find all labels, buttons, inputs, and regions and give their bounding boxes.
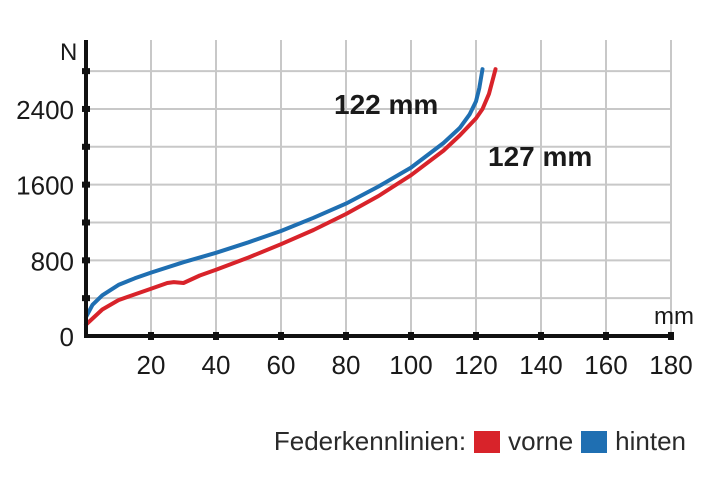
x-tick-mark <box>408 332 414 340</box>
x-tick-label: 100 <box>389 350 432 380</box>
x-tick-mark <box>213 332 219 340</box>
series-line-hinten <box>84 67 485 320</box>
annotation-127mm: 127 mm <box>488 141 592 172</box>
tick-labels: 20 40 60 80 100 120 140 160 180 0 800 1600 2400 <box>16 95 693 380</box>
x-tick-label: 140 <box>519 350 562 380</box>
y-tick-label: 800 <box>31 246 74 276</box>
y-tick-mark <box>82 295 90 302</box>
ticks <box>82 68 674 340</box>
x-tick-label: 60 <box>267 350 296 380</box>
y-axis-unit: N <box>60 39 77 66</box>
x-tick-mark <box>668 332 674 340</box>
x-tick-mark <box>343 332 349 340</box>
y-tick-label: 0 <box>60 322 74 352</box>
y-tick-mark <box>82 219 90 226</box>
axes <box>84 40 672 338</box>
legend-label-vorne: vorne <box>508 426 574 456</box>
legend-swatch-vorne <box>474 430 501 453</box>
x-tick-mark <box>148 332 154 340</box>
x-tick-mark <box>603 332 609 340</box>
x-tick-label: 20 <box>137 350 166 380</box>
annotation-122mm: 122 mm <box>334 89 438 120</box>
x-tick-label: 40 <box>202 350 231 380</box>
y-tick-label: 1600 <box>16 171 74 201</box>
y-tick-mark <box>82 181 90 188</box>
x-tick-label: 160 <box>584 350 627 380</box>
series-line-vorne <box>84 67 498 327</box>
x-tick-label: 80 <box>332 350 361 380</box>
x-tick-mark <box>278 332 284 340</box>
y-tick-mark <box>82 105 90 112</box>
x-tick-label: 180 <box>649 350 692 380</box>
legend-label-hinten: hinten <box>615 426 686 456</box>
legend: Federkennlinien: vorne hinten <box>274 426 686 457</box>
y-tick-mark <box>82 257 90 264</box>
x-tick-label: 120 <box>454 350 497 380</box>
y-tick-label: 2400 <box>16 95 74 125</box>
series-lines <box>84 67 498 327</box>
x-axis-unit: mm <box>654 303 694 330</box>
x-tick-mark <box>473 332 479 340</box>
y-tick-mark <box>82 143 90 150</box>
legend-title: Federkennlinien: <box>273 426 467 456</box>
x-tick-mark <box>538 332 544 340</box>
legend-swatch-hinten <box>581 430 608 453</box>
y-tick-mark <box>82 68 90 75</box>
